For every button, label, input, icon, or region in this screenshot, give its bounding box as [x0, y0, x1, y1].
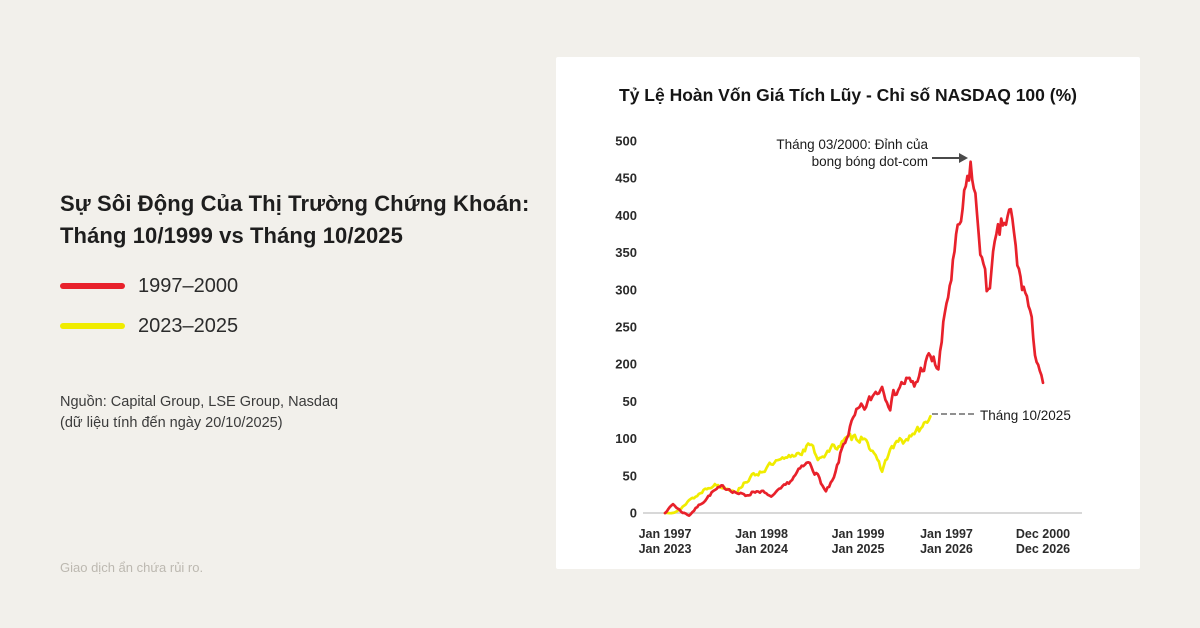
peak-arrowhead-icon [959, 153, 968, 163]
legend-swatch-red [60, 283, 125, 289]
legend-item-2023-2025: 2023–2025 [60, 314, 239, 337]
svg-text:Jan 2023: Jan 2023 [639, 542, 692, 556]
svg-text:300: 300 [615, 282, 637, 297]
svg-text:0: 0 [630, 506, 637, 521]
svg-text:200: 200 [615, 357, 637, 372]
legend-swatch-yellow [60, 323, 125, 329]
svg-text:Dec 2026: Dec 2026 [1016, 542, 1070, 556]
page-title-line1: Sự Sôi Động Của Thị Trường Chứng Khoán: [60, 191, 530, 216]
annotation-dotcom-peak-line2: bong bóng dot-com [811, 154, 928, 169]
svg-text:Jan 2024: Jan 2024 [735, 542, 788, 556]
chart-title: Tỷ Lệ Hoàn Vốn Giá Tích Lũy - Chỉ số NAS… [619, 85, 1077, 105]
source-note: Nguồn: Capital Group, LSE Group, Nasdaq … [60, 392, 338, 434]
svg-text:Jan 1997: Jan 1997 [639, 527, 692, 541]
svg-text:Jan 1997: Jan 1997 [920, 527, 973, 541]
svg-text:Dec 2000: Dec 2000 [1016, 527, 1070, 541]
svg-text:350: 350 [615, 245, 637, 260]
svg-text:Jan 2026: Jan 2026 [920, 542, 973, 556]
source-line2: (dữ liệu tính đến ngày 20/10/2025) [60, 415, 283, 431]
annotation-oct-2025: Tháng 10/2025 [980, 408, 1071, 423]
svg-text:50: 50 [623, 468, 637, 483]
svg-text:Jan 1999: Jan 1999 [832, 527, 885, 541]
page-title: Sự Sôi Động Của Thị Trường Chứng Khoán: … [60, 188, 529, 252]
svg-text:500: 500 [615, 134, 637, 149]
svg-text:50: 50 [623, 394, 637, 409]
annotation-dotcom-peak-line1: Tháng 03/2000: Đỉnh của [776, 137, 928, 152]
svg-text:450: 450 [615, 171, 637, 186]
svg-text:400: 400 [615, 208, 637, 223]
chart-card: 500 450 400 350 300 250 200 50 100 50 0 Jan 1997 Jan… [556, 57, 1140, 569]
svg-text:250: 250 [615, 320, 637, 335]
svg-text:Jan 2025: Jan 2025 [832, 542, 885, 556]
page-title-line2: Tháng 10/1999 vs Tháng 10/2025 [60, 223, 403, 248]
dashed-connector-line [932, 413, 974, 415]
risk-disclaimer: Giao dịch ẩn chứa rủi ro. [60, 560, 204, 575]
svg-text:Jan 1998: Jan 1998 [735, 527, 788, 541]
peak-arrow-icon [932, 157, 960, 159]
legend-label: 2023–2025 [138, 314, 239, 337]
svg-text:100: 100 [615, 431, 637, 446]
legend-label: 1997–2000 [138, 274, 239, 297]
annotation-dotcom-peak: Tháng 03/2000: Đỉnh của bong bóng dot-co… [776, 136, 928, 170]
legend-item-1997-2000: 1997–2000 [60, 274, 239, 297]
source-line1: Nguồn: Capital Group, LSE Group, Nasdaq [60, 394, 339, 410]
